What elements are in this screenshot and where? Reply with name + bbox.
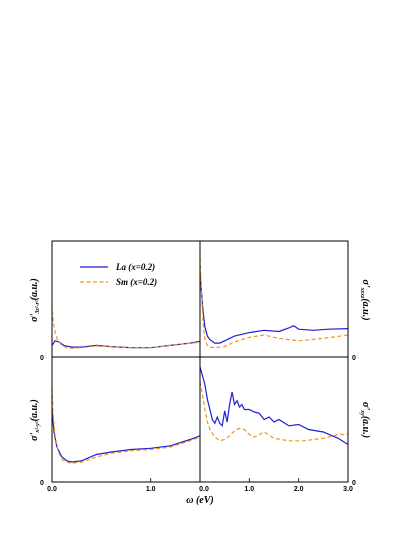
series-line-sm-d-bottom-right: [199, 381, 348, 442]
legend: La (x=0.2) Sm (x=0.2): [80, 262, 157, 287]
y-label-top-left: σ'3z²-r²(a.u.): [29, 278, 41, 322]
plot-area: [51, 258, 349, 464]
y-zero-label-right-bottom: 0: [352, 480, 356, 487]
y-zero-label-top: 0: [40, 355, 44, 362]
y-label-top-right: σ'xzxz(a.u.): [359, 279, 371, 320]
x-tick-label: 1.0: [146, 486, 156, 493]
series-line-la-d-bottom-right: [199, 366, 349, 446]
y-label-bottom-right: σ'xy(a.u.): [359, 402, 371, 438]
y-label-bottom-left: σ'x²-y²(a.u.): [29, 399, 41, 441]
legend-label-sm: Sm (x=0.2): [116, 277, 157, 287]
series-line-sm-b-top-right: [199, 258, 349, 349]
x-axis-label: ω (eV): [186, 495, 214, 506]
series-line-la-a1g-top-left: [51, 340, 201, 349]
series-line-la-c-bottom-left: [51, 409, 201, 463]
y-zero-label-bottom: 0: [40, 480, 44, 487]
x-tick-label: 1.0: [244, 486, 254, 493]
x-tick-label: 2.0: [294, 486, 304, 493]
series-line-la-b-top-right: [199, 273, 349, 344]
x-tick-label: 0.0: [47, 486, 57, 493]
y-zero-label-right-top: 0: [352, 355, 356, 362]
series-line-sm-c-bottom-left: [51, 388, 201, 464]
series-line-sm-a1g-top-left: [51, 310, 201, 349]
panel-frames: [51, 240, 349, 483]
x-tick-label: 3.0: [343, 486, 353, 493]
legend-label-la: La (x=0.2): [115, 262, 155, 272]
x-tick-labels: 0.0 1.0 1.0 2.0 3.0 0.0: [47, 478, 353, 493]
x-tick-label: 0.0: [199, 486, 209, 493]
